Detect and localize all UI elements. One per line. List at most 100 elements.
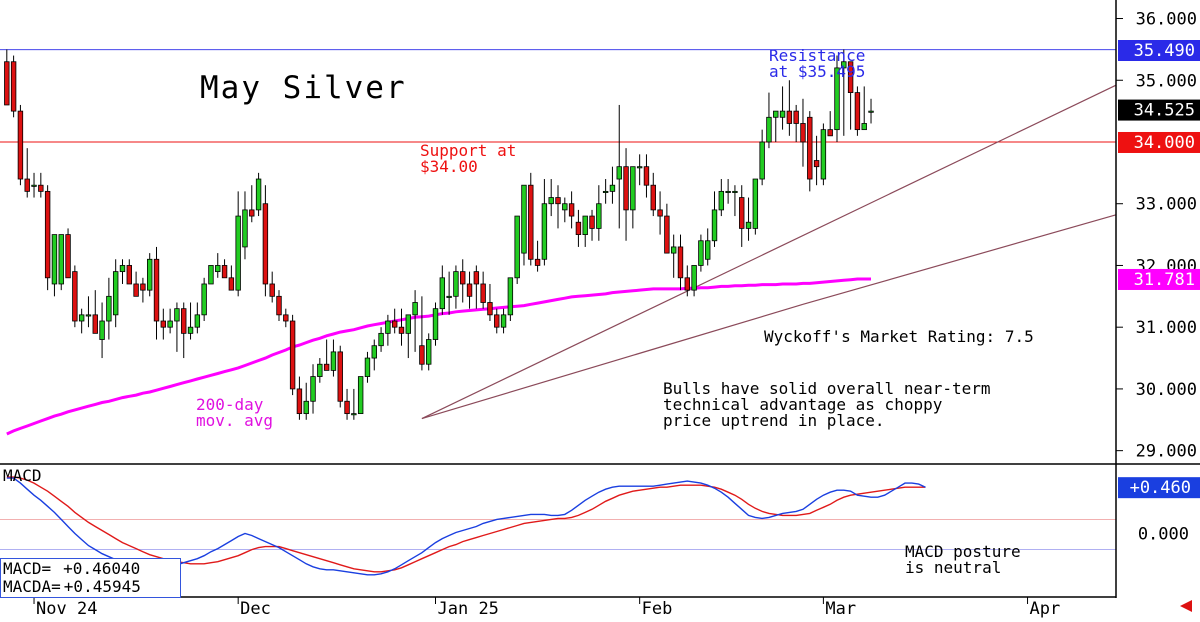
candle-body xyxy=(820,129,827,180)
ma-marker-label: 31.781 xyxy=(1134,270,1195,290)
candle xyxy=(698,234,704,272)
candle-body xyxy=(562,203,568,211)
candle-body xyxy=(289,320,296,390)
candle xyxy=(766,92,772,149)
candle-body xyxy=(235,215,241,291)
candle-body xyxy=(670,246,677,254)
macda-readout-value: +0.45945 xyxy=(63,577,141,596)
candle xyxy=(555,185,561,229)
candle-body xyxy=(807,116,813,180)
candle xyxy=(31,172,37,198)
moving-average-line xyxy=(6,277,871,436)
candle xyxy=(119,259,126,284)
resistance-annotation: Resistance at $35.495 xyxy=(769,48,865,80)
candle-body xyxy=(528,184,534,260)
candle xyxy=(147,253,153,297)
candle-body xyxy=(439,277,446,310)
candle xyxy=(813,135,820,186)
commentary-line-2: technical advantage as choppy xyxy=(663,395,943,414)
candle-body xyxy=(391,320,398,328)
trend-line-1 xyxy=(421,84,1117,420)
x-tick-label: Jan 25 xyxy=(438,599,499,619)
ma-marker: 31.781 xyxy=(1118,268,1200,290)
candle-body xyxy=(10,61,17,112)
candle xyxy=(323,339,330,371)
candle xyxy=(276,290,282,322)
candle xyxy=(221,259,228,279)
candle xyxy=(228,265,235,291)
candle xyxy=(140,277,146,303)
candle xyxy=(793,104,799,142)
candle xyxy=(344,388,350,420)
candle-body xyxy=(262,203,269,285)
candle-body xyxy=(500,314,507,328)
candle-body xyxy=(72,271,78,322)
resistance-marker-label: 35.490 xyxy=(1134,41,1195,61)
candle xyxy=(861,86,867,131)
candle-body xyxy=(194,314,201,328)
candle-body xyxy=(596,203,602,229)
moving-average-annotation-line-1: 200-day xyxy=(196,395,264,414)
candle xyxy=(718,179,725,217)
candle-body xyxy=(643,166,650,186)
candle-body xyxy=(323,363,330,371)
candle xyxy=(65,228,71,279)
candle-body xyxy=(834,67,840,131)
candle xyxy=(507,277,514,322)
candle-body xyxy=(160,320,167,328)
x-tick-label: Mar xyxy=(825,599,856,619)
x-tick-label: Feb xyxy=(642,599,673,619)
macd-note-line-2: is neutral xyxy=(905,558,1002,577)
candle-body xyxy=(630,166,636,211)
candle xyxy=(44,185,51,291)
candle-body xyxy=(208,265,214,285)
candle xyxy=(820,123,827,186)
candle-body xyxy=(201,283,207,316)
candle xyxy=(153,246,160,340)
candle-body xyxy=(711,209,718,242)
candle-body xyxy=(303,400,309,415)
candle xyxy=(85,296,92,328)
commentary-line-3: price uptrend in place. xyxy=(663,411,885,430)
candle xyxy=(677,234,684,291)
candle xyxy=(4,49,10,106)
candle-body xyxy=(555,197,561,205)
candle-body xyxy=(337,351,343,402)
candle xyxy=(786,80,793,136)
candle-body xyxy=(78,314,85,322)
candle xyxy=(78,308,85,334)
support-annotation-line-2: $34.00 xyxy=(420,157,478,176)
candle-body xyxy=(800,123,806,143)
candle-body xyxy=(616,166,622,180)
candle-body xyxy=(684,277,690,291)
candle xyxy=(208,265,214,285)
candle xyxy=(167,308,173,334)
candle-body xyxy=(861,123,867,131)
candle xyxy=(439,265,446,315)
candle xyxy=(242,191,248,260)
candle xyxy=(575,209,582,247)
candle-body xyxy=(24,178,30,192)
candle-body xyxy=(419,345,425,365)
candle-body xyxy=(589,215,595,229)
price-tick-label: 31.000 xyxy=(1136,318,1197,338)
moving-average-annotation-line-2: mov. avg xyxy=(196,411,274,430)
candle-body xyxy=(766,116,772,143)
candle-body xyxy=(17,110,24,180)
support-marker-box xyxy=(1118,131,1200,153)
candle xyxy=(215,253,221,278)
price-tick-label: 33.000 xyxy=(1136,195,1197,215)
candle xyxy=(657,191,663,235)
candle-body xyxy=(664,215,670,254)
candle-body xyxy=(494,314,500,328)
candle xyxy=(201,277,207,322)
scroll-arrow-icon[interactable] xyxy=(1180,600,1192,612)
candle xyxy=(99,302,105,359)
candle xyxy=(773,110,779,142)
chart-title: May Silver xyxy=(200,70,407,106)
candle xyxy=(296,376,303,420)
candle-body xyxy=(405,314,411,334)
candle-body xyxy=(133,283,139,297)
macda-line xyxy=(6,476,926,573)
